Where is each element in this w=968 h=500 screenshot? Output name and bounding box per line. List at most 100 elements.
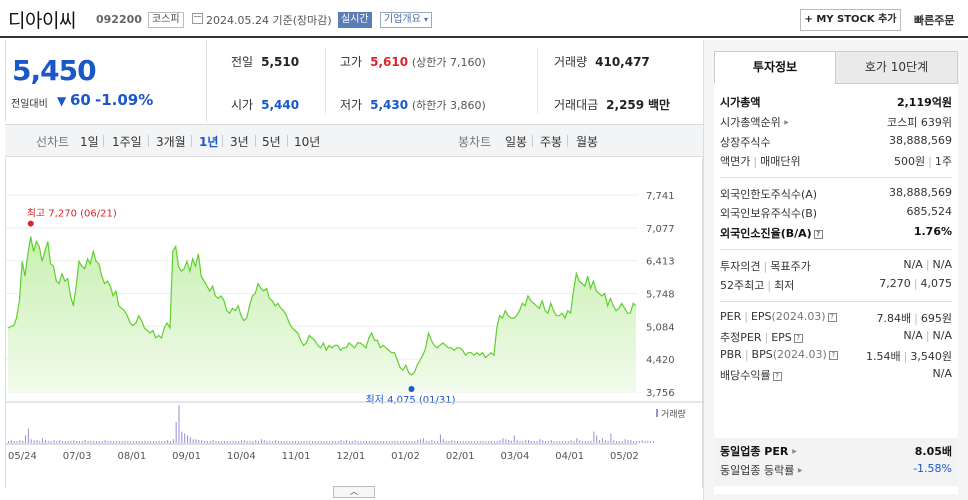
volume-bar	[275, 440, 277, 443]
divider	[720, 177, 952, 178]
candle-tab[interactable]: 주봉	[540, 135, 563, 149]
my-stock-add-button[interactable]: + MY STOCK 추가	[800, 9, 901, 31]
volume-bar	[286, 441, 288, 443]
volume-bar	[39, 441, 41, 443]
tab-order-book[interactable]: 호가 10단계	[835, 51, 958, 84]
row-label: EPS	[750, 310, 772, 323]
volume-bar	[599, 440, 601, 443]
volume-bar	[513, 435, 515, 443]
company-overview-button[interactable]: 기업개요 ▾	[380, 12, 433, 28]
volume-bar	[636, 441, 637, 443]
stat-value: 410,477	[595, 55, 650, 69]
row-value: N/A	[932, 367, 952, 380]
volume-bar	[175, 422, 177, 443]
volume-bar	[377, 441, 379, 443]
volume-bar	[613, 440, 615, 443]
volume-bar	[337, 441, 339, 443]
foreign-rate-row: 외국인소진율(B/A)? 1.76%	[720, 225, 952, 243]
candle-tab[interactable]: 월봉	[576, 135, 599, 149]
help-icon[interactable]: ?	[793, 334, 803, 343]
tab-investment-info[interactable]: 투자정보	[714, 51, 836, 84]
period-tab[interactable]: 3개월	[156, 135, 186, 149]
row-label: 동일업종 등락률	[720, 464, 795, 477]
caret-right-icon: ▶	[792, 448, 797, 455]
volume-bar	[417, 440, 419, 443]
volume-bar	[474, 441, 476, 443]
volume-bar	[209, 441, 211, 443]
volume-bar	[388, 441, 390, 443]
volume-legend: 거래량	[661, 408, 686, 420]
volume-bar	[371, 441, 373, 443]
price-chart[interactable]: 7,741 7,077 6,413 5,748 5,084 4,420 3,756 최고 7,…	[5, 158, 704, 488]
candle-tab[interactable]: 일봉	[505, 135, 528, 149]
period-tab[interactable]: 3년	[230, 135, 249, 149]
period-tab[interactable]: 5년	[262, 135, 281, 149]
x-tick-label: 07/03	[63, 451, 92, 462]
volume-bar	[360, 441, 362, 443]
volume-bar	[576, 438, 578, 443]
volume-bar	[181, 431, 183, 443]
row-label: 매매단위	[760, 155, 801, 168]
volume-bar	[607, 441, 609, 443]
help-icon[interactable]: ?	[772, 372, 782, 381]
volume-bar	[422, 438, 424, 443]
volume-bar	[559, 441, 561, 443]
industry-rate-row[interactable]: 동일업종 등락률 ▶ -1.58%	[720, 462, 952, 480]
high-label: 최고 7,270 (06/21)	[27, 208, 117, 220]
realtime-badge[interactable]: 실시간	[338, 12, 372, 28]
industry-per-row[interactable]: 동일업종 PER ▶ 8.05배	[720, 443, 952, 461]
volume-bar	[590, 441, 592, 443]
price-change-rate: -1.09%	[95, 91, 154, 109]
divider	[191, 135, 192, 147]
market-badge: 코스피	[148, 12, 184, 28]
row-value: 695원	[920, 312, 952, 325]
row-label: PBR	[720, 348, 742, 361]
volume-bar	[550, 440, 552, 443]
volume-bar	[414, 441, 416, 443]
stat-value: 5,430	[370, 98, 409, 112]
volume-bar	[226, 441, 228, 443]
volume-bar	[601, 438, 603, 443]
row-label: 최저	[774, 279, 795, 292]
calendar-icon	[192, 13, 203, 24]
industry-box: 동일업종 PER ▶ 8.05배 동일업종 등락률 ▶ -1.58%	[714, 438, 958, 486]
volume-bar	[573, 441, 575, 443]
chevron-up-icon[interactable]: ︿	[333, 486, 375, 498]
row-value: 500원	[894, 155, 926, 168]
volume-bar	[292, 441, 294, 443]
period-tab[interactable]: 1일	[80, 135, 99, 149]
volume-bar	[53, 440, 55, 443]
volume-bar	[428, 441, 430, 443]
volume-bar	[84, 440, 86, 443]
price-chart-svg[interactable]: 7,741 7,077 6,413 5,748 5,084 4,420 3,756 최고 7,…	[6, 158, 704, 488]
x-tick-label: 10/04	[227, 451, 256, 462]
volume-bar	[81, 441, 83, 443]
volume-bar	[383, 441, 385, 443]
period-tab[interactable]: 1주일	[112, 135, 142, 149]
help-icon[interactable]: ?	[827, 313, 837, 322]
volume-bar	[314, 441, 316, 443]
volume-bar	[297, 441, 299, 443]
volume-bar	[235, 441, 237, 443]
period-tab[interactable]: 10년	[294, 135, 321, 149]
volume-bar	[98, 441, 100, 443]
volume-bar	[644, 441, 646, 443]
volume-bar	[30, 439, 32, 443]
volume-bar	[241, 440, 243, 443]
quick-order-link[interactable]: 빠른주문	[914, 14, 955, 27]
period-tab-active[interactable]: 1년	[199, 135, 219, 149]
volume-bar	[27, 428, 29, 443]
stat-prev-close: 전일 5,510	[231, 53, 299, 70]
stat-label: 저가	[340, 98, 363, 112]
help-icon[interactable]: ?	[828, 351, 838, 360]
volume-bar	[564, 441, 566, 443]
help-icon[interactable]: ?	[813, 230, 823, 239]
volume-bar	[44, 440, 46, 443]
market-cap-rank-row[interactable]: 시가총액순위 ▶ 코스피 639위	[720, 114, 952, 132]
volume-bar	[255, 440, 257, 443]
volume-bar	[303, 441, 305, 443]
volume-bar	[593, 431, 595, 443]
row-label: 추정PER	[720, 331, 762, 344]
row-date: (2024.03)	[772, 348, 827, 361]
volume-bar	[562, 441, 564, 443]
